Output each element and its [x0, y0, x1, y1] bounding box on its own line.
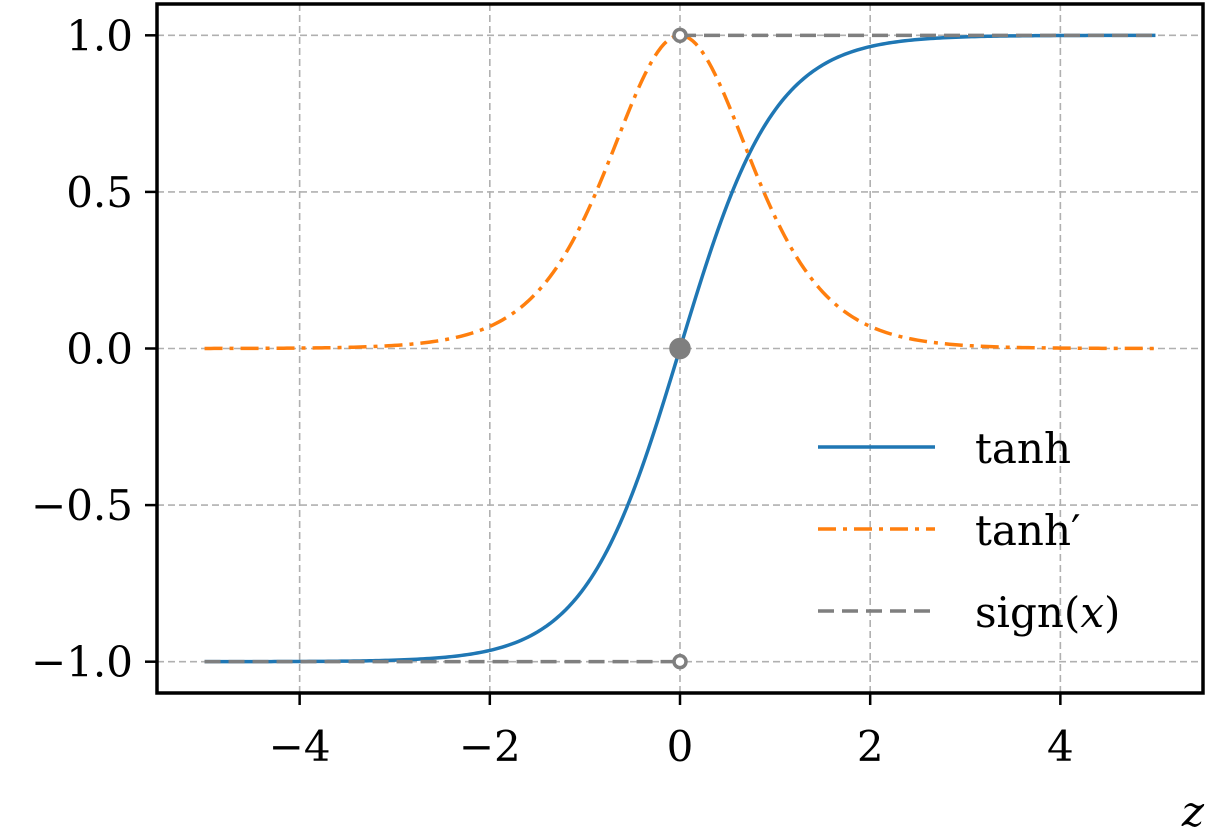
legend-label-tanh-prime: tanh′ [975, 506, 1081, 555]
y-tick-label: 0.0 [66, 325, 133, 374]
y-tick-label: 1.0 [66, 11, 133, 60]
x-tick-label: −2 [459, 722, 521, 771]
tick-labels: −4 −2 0 2 4 −1.0 −0.5 0.0 0.5 1.0 [31, 11, 1074, 771]
legend-label-sign: sign(x) [975, 588, 1120, 637]
x-tick-label: 2 [857, 722, 884, 771]
legend-label-sign-suffix: ) [1104, 588, 1120, 637]
ticks [145, 34, 1062, 705]
legend: tanh tanh′ sign(x) [818, 424, 1120, 637]
x-tick-label: 4 [1047, 722, 1074, 771]
sign-point-open [672, 653, 688, 670]
sign-markers [669, 27, 691, 670]
sign-point-filled [669, 337, 691, 360]
y-tick-label: 0.5 [66, 168, 133, 217]
x-axis-label: z [1181, 787, 1205, 829]
sign-point-open [672, 27, 688, 44]
x-tick-label: 0 [667, 722, 694, 771]
legend-label-sign-var: x [1080, 588, 1104, 637]
legend-label-sign-prefix: sign( [975, 588, 1080, 637]
series-tanh-prime-line [204, 33, 1156, 351]
x-tick-label: −4 [269, 722, 331, 771]
y-tick-label: −0.5 [31, 481, 133, 530]
legend-label-tanh: tanh [975, 424, 1071, 473]
y-tick-label: −1.0 [31, 638, 133, 687]
